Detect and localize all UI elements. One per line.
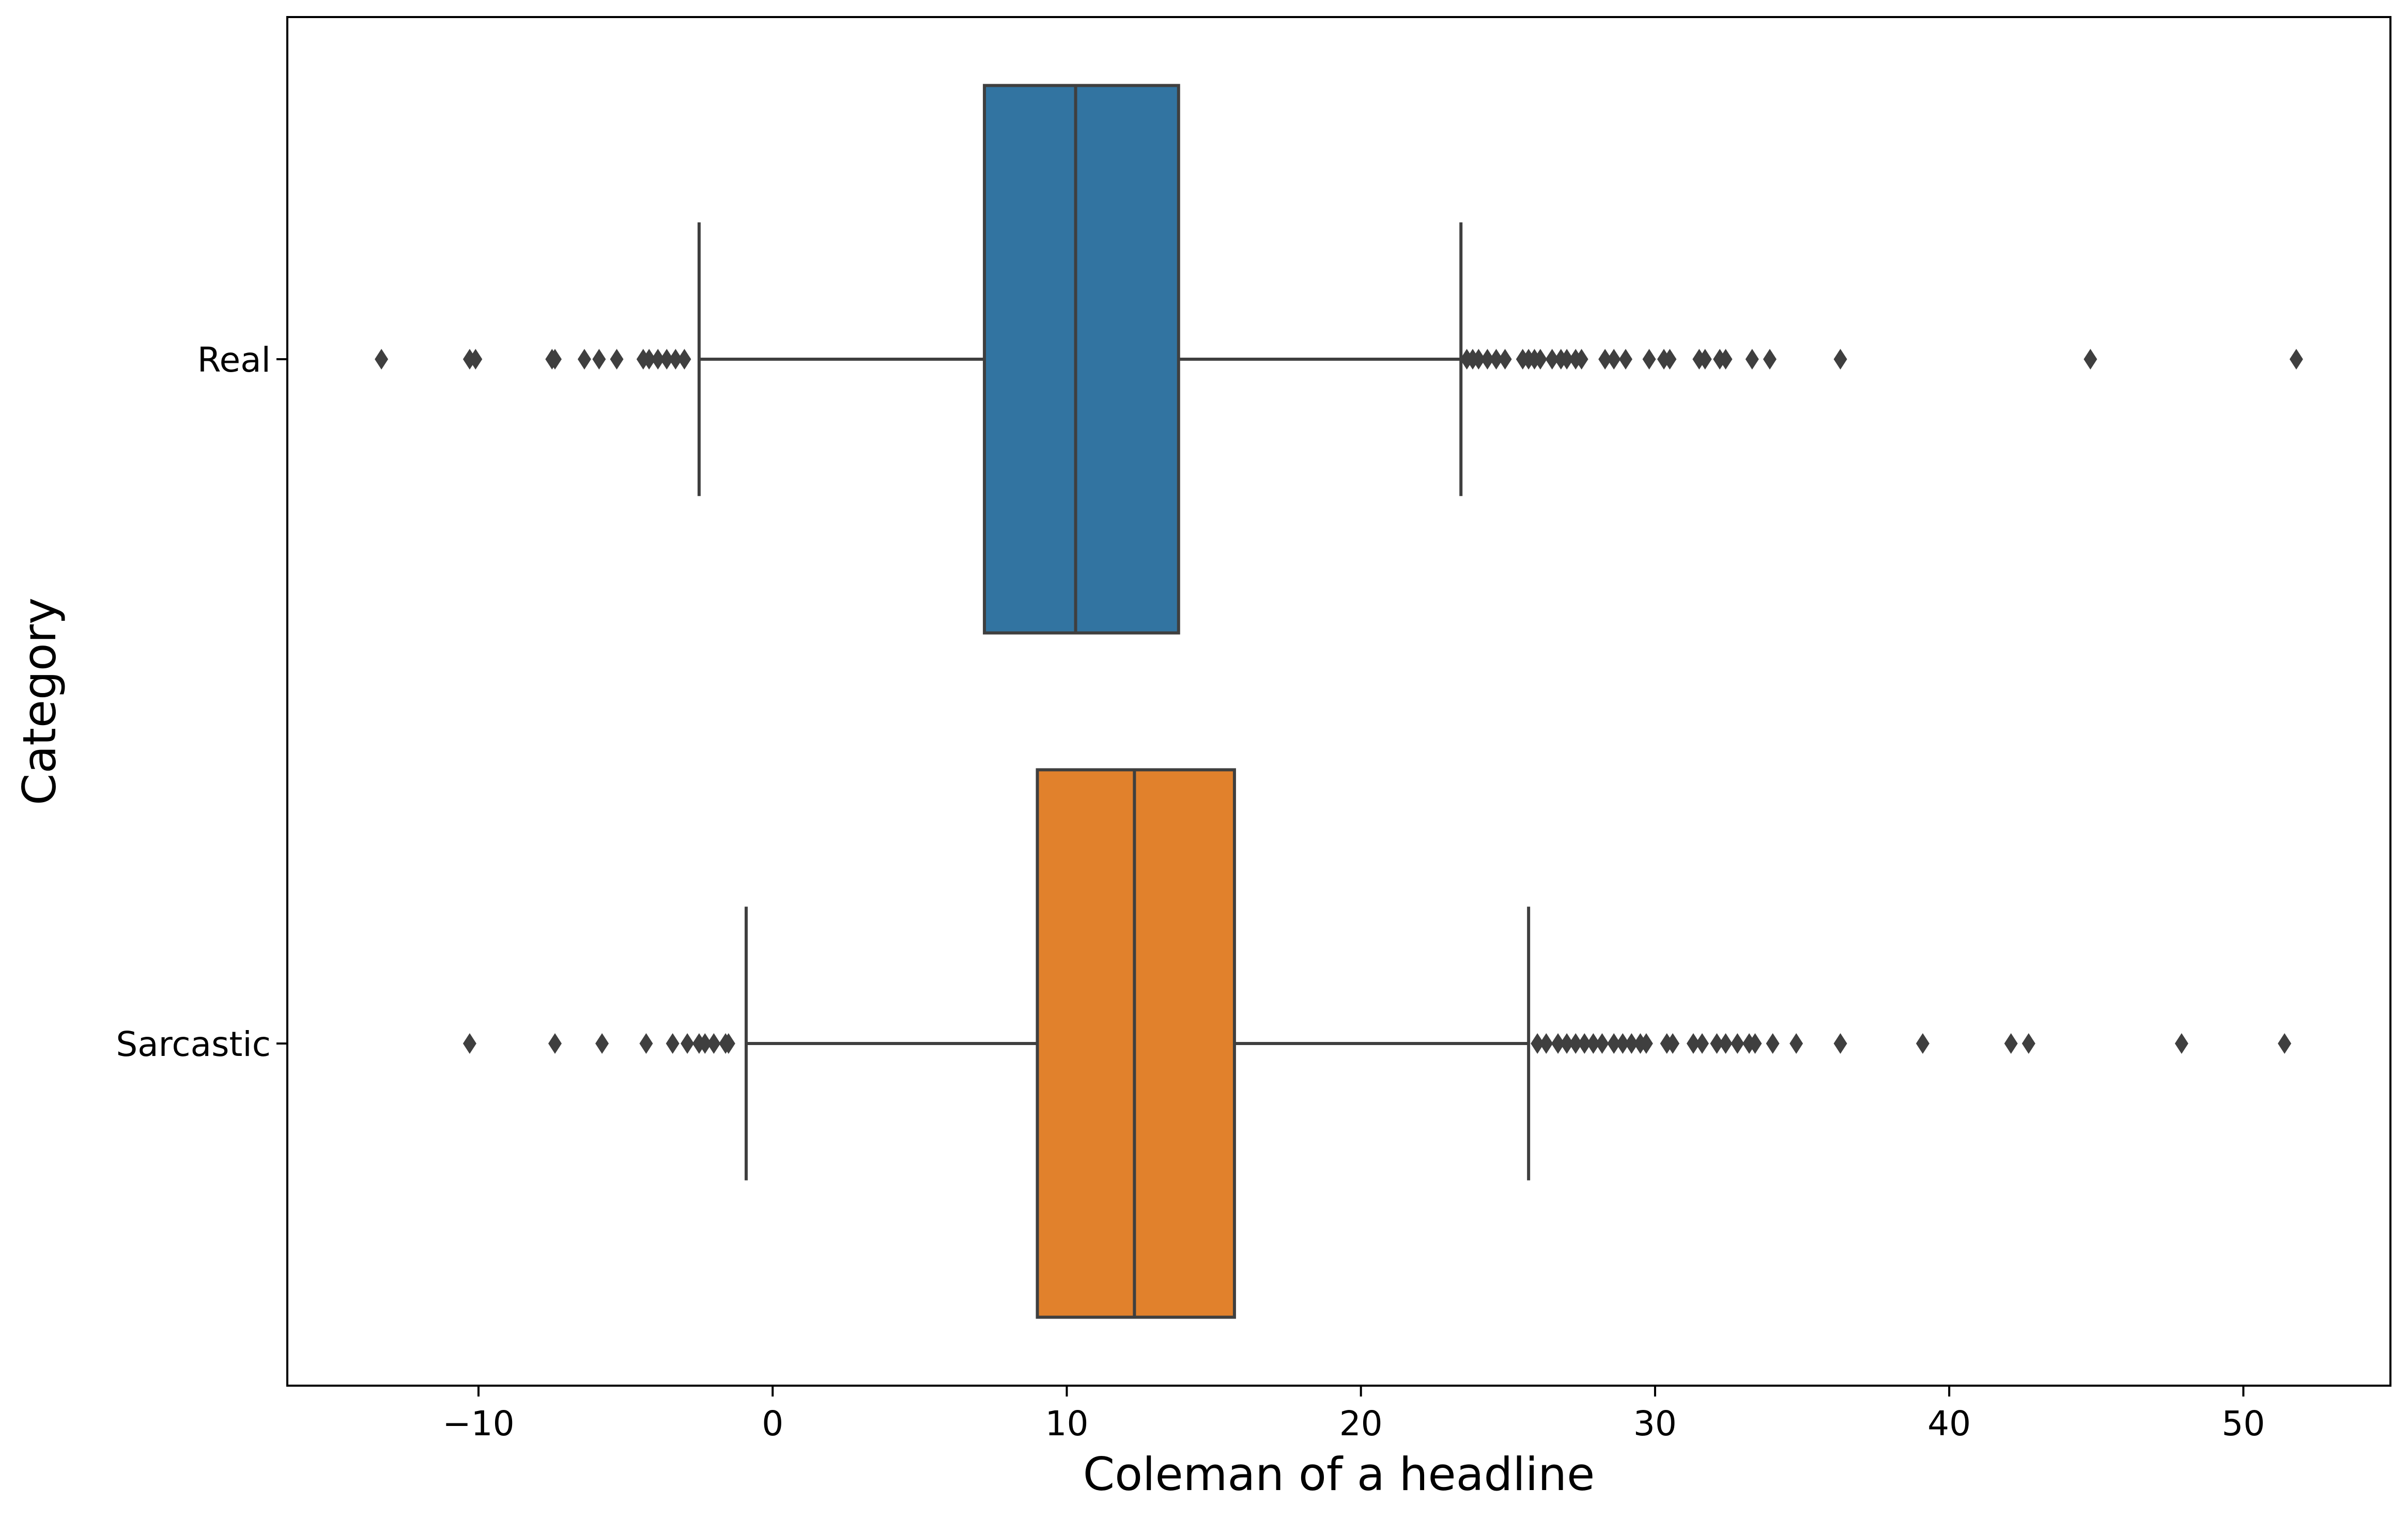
outlier-point (595, 1033, 609, 1054)
outlier-point (1472, 349, 1486, 370)
x-tick-label: 40 (1927, 1404, 1971, 1444)
plot-frame (286, 16, 2391, 1387)
outlier-point (548, 349, 562, 370)
outlier-point (1569, 1033, 1583, 1054)
outlier-point (1666, 1033, 1680, 1054)
outlier-point (1695, 1033, 1709, 1054)
outlier-point (1663, 349, 1677, 370)
x-tick-label: 10 (1045, 1404, 1088, 1444)
outlier-point (669, 349, 683, 370)
x-tick-label: 30 (1633, 1404, 1677, 1444)
outlier-point (1916, 1033, 1930, 1054)
box-group (462, 768, 2292, 1319)
x-tick-label: 20 (1339, 1404, 1383, 1444)
outlier-point (469, 349, 483, 370)
y-tick-label: Sarcastic (116, 1024, 271, 1064)
outlier-point (1833, 349, 1847, 370)
outlier-point (577, 349, 591, 370)
y-axis-title: Category (13, 597, 66, 805)
outlier-point (1595, 1033, 1609, 1054)
y-axis: Real Sarcastic (116, 340, 287, 1064)
outlier-point (2278, 1033, 2292, 1054)
outlier-point (1480, 349, 1494, 370)
outlier-point (1539, 1033, 1553, 1054)
x-tick-label: 0 (762, 1404, 783, 1444)
x-axis: −10 0 10 20 30 40 50 (442, 1386, 2265, 1444)
outlier-point (1686, 1033, 1700, 1054)
outlier-point (1586, 1033, 1600, 1054)
outlier-point (1551, 1033, 1565, 1054)
outlier-point (1498, 349, 1512, 370)
outlier-point (1710, 1033, 1724, 1054)
outlier-point (1607, 1033, 1621, 1054)
outlier-point (698, 1033, 712, 1054)
outlier-point (677, 349, 691, 370)
outlier-point (1607, 349, 1621, 370)
box-group (375, 84, 2303, 635)
outlier-point (1619, 349, 1632, 370)
outlier-point (651, 349, 665, 370)
outlier-point (2289, 349, 2303, 370)
outlier-point (666, 1033, 680, 1054)
outlier-point (1698, 349, 1712, 370)
outlier-point (1639, 1033, 1653, 1054)
x-axis-title: Coleman of a headline (1083, 1448, 1595, 1501)
outlier-point (681, 1033, 694, 1054)
outlier-point (592, 349, 606, 370)
x-tick-label: −10 (442, 1404, 514, 1444)
outlier-point (1533, 349, 1547, 370)
outlier-point (1833, 1033, 1847, 1054)
outlier-point (1766, 1033, 1780, 1054)
outlier-point (721, 1033, 735, 1054)
outlier-point (1745, 349, 1759, 370)
y-tick-label: Real (197, 340, 271, 380)
outlier-point (707, 1033, 721, 1054)
outlier-point (660, 349, 674, 370)
outlier-point (1531, 1033, 1545, 1054)
outlier-point (1763, 349, 1777, 370)
outlier-point (1578, 1033, 1592, 1054)
outlier-point (1731, 1033, 1745, 1054)
outlier-point (462, 1033, 476, 1054)
outlier-point (1719, 1033, 1733, 1054)
outlier-point (1719, 349, 1733, 370)
outlier-point (1489, 349, 1503, 370)
outlier-point (1560, 349, 1574, 370)
outlier-point (1789, 1033, 1803, 1054)
outlier-point (1560, 1033, 1574, 1054)
outlier-point (1545, 349, 1559, 370)
outlier-point (1616, 1033, 1630, 1054)
outlier-point (2021, 1033, 2035, 1054)
outlier-point (2083, 349, 2097, 370)
outlier-point (1748, 1033, 1762, 1054)
outlier-point (1598, 349, 1612, 370)
outlier-point (375, 349, 389, 370)
boxes-layer (375, 84, 2303, 1319)
outlier-point (1642, 349, 1656, 370)
outlier-point (610, 349, 624, 370)
outlier-point (1625, 1033, 1639, 1054)
outlier-point (642, 349, 656, 370)
outlier-point (639, 1033, 653, 1054)
x-tick-label: 50 (2221, 1404, 2265, 1444)
outlier-point (2174, 1033, 2188, 1054)
outlier-point (2004, 1033, 2018, 1054)
box-iqr (983, 84, 1180, 635)
outlier-point (1575, 349, 1588, 370)
outlier-point (548, 1033, 562, 1054)
